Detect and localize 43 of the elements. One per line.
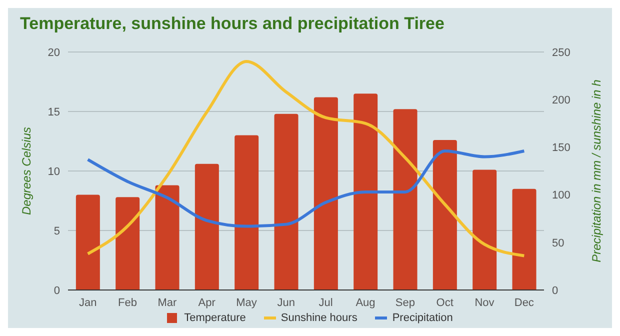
y-tick-label: 20 (48, 46, 60, 59)
bar (234, 135, 259, 290)
bar (432, 140, 457, 290)
bar (155, 185, 180, 290)
x-tick-label: Oct (436, 296, 454, 309)
y2-tick-label: 200 (552, 94, 570, 107)
x-tick-label: Jul (318, 296, 333, 309)
y2-tick-label: 0 (552, 284, 558, 297)
y2-tick-label: 150 (552, 142, 570, 154)
y-tick-label: 10 (48, 166, 60, 178)
legend-label: Sunshine hours (280, 312, 358, 324)
x-tick-label: Apr (198, 296, 216, 309)
x-tick-label: Sep (395, 296, 415, 309)
bar (314, 97, 338, 290)
x-tick-label: Jan (78, 296, 97, 309)
x-tick-label: Aug (356, 296, 376, 309)
x-tick-label: Feb (118, 296, 137, 309)
x-tick-label: Dec (514, 296, 534, 309)
y2-axis-title: Precipitation in mm / sunshine in h (589, 79, 604, 262)
y-tick-label: 15 (48, 106, 60, 118)
bar (354, 94, 378, 290)
bar (194, 164, 219, 290)
y-tick-label: 5 (54, 225, 60, 238)
line-series (86, 60, 526, 258)
bar (512, 188, 536, 290)
y-axis-title: Degrees Celsius (19, 126, 34, 216)
bar (116, 197, 140, 290)
x-tick-label: May (236, 296, 258, 309)
x-tick-label: Jun (277, 296, 296, 309)
y2-tick-label: 250 (552, 46, 570, 59)
legend-label: Temperature (183, 312, 246, 324)
chart-title: Temperature, sunshine hours and precipitation Tiree (20, 14, 444, 34)
bar (472, 170, 497, 290)
y2-tick-label: 100 (552, 190, 570, 202)
x-tick-label: Mar (158, 296, 177, 309)
bar (393, 109, 418, 290)
bar (274, 114, 298, 290)
y2-tick-label: 50 (552, 237, 564, 250)
line-series (86, 150, 526, 228)
bar (76, 194, 100, 290)
legend-label: Precipitation (391, 312, 453, 324)
y-tick-label: 0 (54, 284, 60, 297)
x-tick-label: Nov (474, 296, 495, 309)
